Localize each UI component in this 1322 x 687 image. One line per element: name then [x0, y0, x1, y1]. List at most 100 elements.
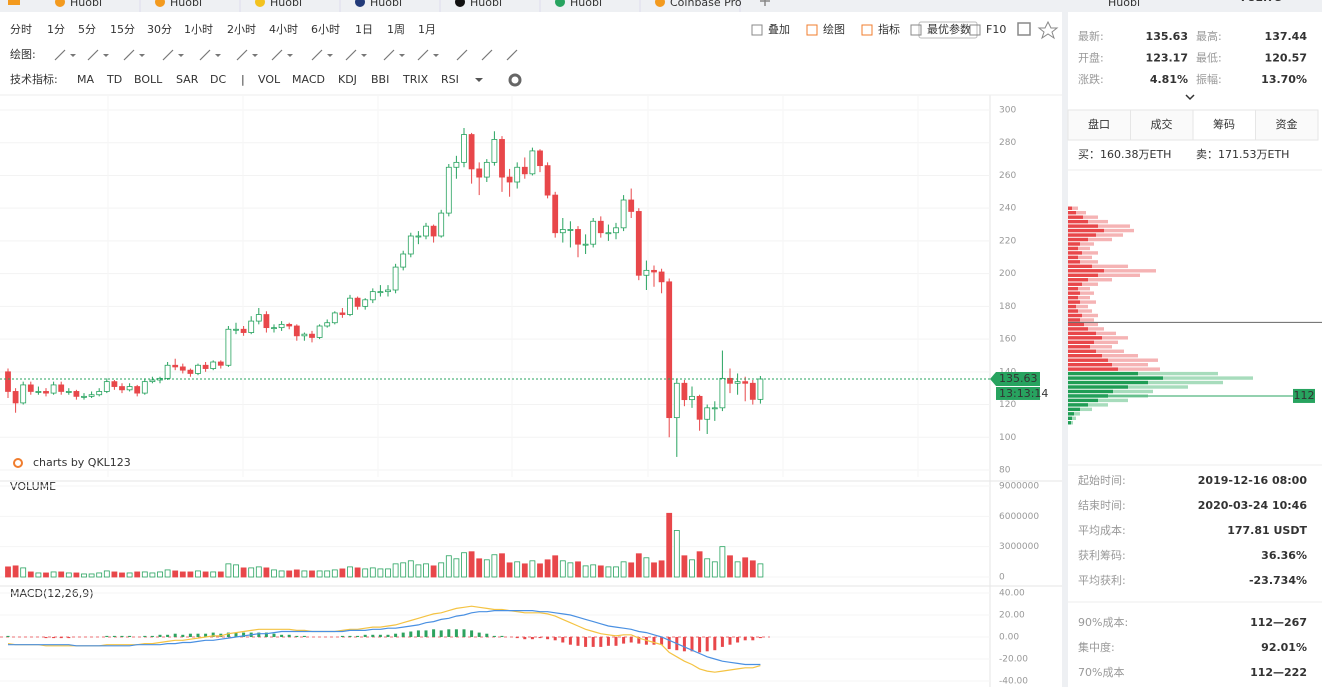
- indicator[interactable]: BBI: [371, 73, 389, 86]
- period[interactable]: 4小时: [269, 23, 298, 36]
- fullscreen-icon[interactable]: [1017, 22, 1031, 36]
- indicator[interactable]: VOL: [258, 73, 281, 86]
- volume-bar: [453, 558, 460, 578]
- volume-bar: [597, 565, 604, 578]
- draw-tool[interactable]: [383, 49, 395, 61]
- panel-tab-label[interactable]: 成交: [1151, 117, 1173, 131]
- candle-body: [544, 165, 551, 196]
- indicator[interactable]: KDJ: [338, 73, 357, 86]
- macd-bar: [743, 637, 747, 641]
- panel-tab[interactable]: [1067, 109, 1131, 141]
- indicator[interactable]: BOLL: [134, 73, 163, 86]
- tab-label[interactable]: Huobi: [70, 0, 102, 9]
- period[interactable]: 2小时: [227, 23, 256, 36]
- tool[interactable]: 指标: [878, 22, 900, 36]
- settings-icon[interactable]: [508, 73, 522, 87]
- period[interactable]: 6小时: [311, 23, 340, 36]
- tool[interactable]: 绘图: [823, 22, 845, 36]
- chip-bar-dark: [1068, 327, 1088, 331]
- add-tab[interactable]: [760, 0, 770, 6]
- indicator[interactable]: MACD: [292, 73, 325, 86]
- indicator[interactable]: TRIX: [402, 73, 429, 86]
- macd-bar: [538, 637, 542, 639]
- candle-body: [119, 386, 125, 391]
- chip-bar-dark: [1068, 300, 1080, 304]
- draw-tool[interactable]: [417, 49, 429, 61]
- macd-bar: [394, 633, 398, 637]
- draw-tool[interactable]: [506, 49, 518, 61]
- draw-tool[interactable]: [162, 49, 174, 61]
- period[interactable]: 1日: [355, 23, 373, 36]
- volume-bar: [12, 565, 19, 578]
- star-icon[interactable]: [1037, 20, 1059, 40]
- draw-tool[interactable]: [236, 49, 248, 61]
- period[interactable]: 15分: [110, 23, 135, 36]
- dropdown: [327, 54, 333, 57]
- macd-bar: [462, 629, 466, 637]
- volume-bar: [734, 561, 741, 578]
- candle-body: [704, 407, 711, 420]
- indicator[interactable]: MA: [77, 73, 94, 86]
- candle-body: [217, 361, 224, 366]
- draw-tool[interactable]: [123, 49, 135, 61]
- tab-label[interactable]: Huobi: [370, 0, 402, 9]
- indicator[interactable]: SAR: [176, 73, 199, 86]
- panel-tab-label[interactable]: 盘口: [1088, 117, 1110, 131]
- indicator[interactable]: DC: [210, 73, 226, 86]
- draw-tool[interactable]: [199, 49, 211, 61]
- candle-body: [347, 297, 353, 315]
- panel-tab-label[interactable]: 筹码: [1213, 117, 1235, 131]
- period[interactable]: 30分: [147, 23, 172, 36]
- y-tick-label: 120: [999, 400, 1016, 410]
- draw-tool[interactable]: [456, 49, 468, 61]
- stat-label: 90%成本:: [1078, 615, 1128, 629]
- dropdown: [252, 54, 258, 57]
- draw-tool[interactable]: [481, 49, 493, 61]
- dropdown[interactable]: [475, 78, 483, 82]
- tab-label[interactable]: Huobi: [570, 0, 602, 9]
- macd-bar: [242, 632, 246, 637]
- candle-body: [445, 166, 452, 214]
- stat-label: 起始时间:: [1078, 473, 1126, 487]
- tool[interactable]: 最优参数: [927, 22, 971, 36]
- draw-tool[interactable]: [311, 49, 323, 61]
- button[interactable]: [918, 21, 978, 39]
- candle-body: [597, 220, 604, 234]
- panel-tab-label[interactable]: 资金: [1276, 117, 1298, 131]
- volume-bar: [58, 571, 65, 578]
- volume-bar: [544, 559, 551, 578]
- sell: 卖：171.53万ETH: [1196, 148, 1289, 161]
- period[interactable]: 1分: [47, 23, 65, 36]
- period[interactable]: 1周: [387, 23, 405, 36]
- candle-body: [529, 150, 536, 175]
- period[interactable]: 1月: [418, 23, 436, 36]
- tab-label[interactable]: Coinbase Pro: [670, 0, 742, 9]
- chip-bar: [1068, 278, 1112, 282]
- indicator[interactable]: TD: [106, 73, 122, 86]
- tool[interactable]: 叠加: [768, 23, 790, 36]
- expand[interactable]: [1185, 94, 1195, 101]
- period[interactable]: 分时: [10, 23, 32, 36]
- candle-body: [613, 227, 619, 234]
- period[interactable]: 1小时: [184, 23, 213, 36]
- draw-tool[interactable]: [54, 49, 66, 61]
- candle-body: [195, 364, 201, 374]
- tab-label[interactable]: Huobi: [170, 0, 202, 9]
- indicator[interactable]: RSI: [441, 73, 459, 86]
- macd-bar: [348, 635, 352, 637]
- macd-bar: [52, 637, 56, 639]
- tab-label[interactable]: Huobi: [270, 0, 302, 9]
- tab-label[interactable]: Huobi: [470, 0, 502, 9]
- tool[interactable]: F10: [986, 23, 1006, 36]
- y-tick-label: 80: [999, 466, 1011, 476]
- macd-bar: [629, 637, 633, 643]
- candle-body: [666, 281, 673, 419]
- period[interactable]: 5分: [78, 23, 96, 36]
- volume-bar: [339, 568, 346, 578]
- draw-tool[interactable]: [87, 49, 99, 61]
- macd-bar: [105, 635, 109, 637]
- draw-tool[interactable]: [271, 49, 283, 61]
- panel-tab[interactable]: [1255, 109, 1319, 141]
- draw-tool[interactable]: [345, 49, 357, 61]
- candle-body: [689, 395, 695, 401]
